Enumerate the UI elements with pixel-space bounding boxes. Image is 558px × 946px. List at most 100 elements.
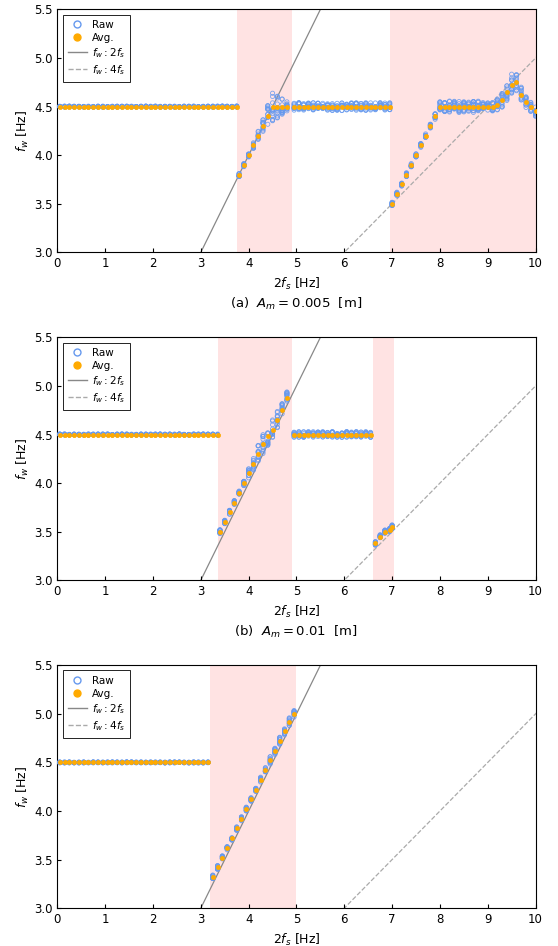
Point xyxy=(459,99,468,114)
Point xyxy=(170,427,179,442)
Point xyxy=(440,96,449,111)
Point xyxy=(247,792,256,807)
Point xyxy=(89,99,98,114)
Point xyxy=(362,429,371,444)
Point xyxy=(137,755,146,770)
Point xyxy=(295,429,304,444)
Point xyxy=(278,106,287,121)
Point xyxy=(127,99,136,114)
Point xyxy=(278,105,287,120)
Point xyxy=(180,427,189,442)
Point xyxy=(180,98,189,114)
Point xyxy=(161,99,170,114)
Point xyxy=(65,427,74,442)
Point xyxy=(94,98,103,114)
Point xyxy=(122,427,131,442)
Point xyxy=(333,100,341,115)
Point xyxy=(271,742,280,757)
Point xyxy=(146,98,155,114)
Point xyxy=(70,99,79,114)
Point xyxy=(113,755,122,770)
Point xyxy=(347,429,356,445)
Point xyxy=(371,99,380,114)
Point xyxy=(165,755,174,770)
Point xyxy=(431,112,440,127)
Point xyxy=(94,755,103,770)
Point xyxy=(223,840,232,855)
Point xyxy=(146,98,155,114)
Point xyxy=(223,99,232,114)
Point xyxy=(278,401,287,416)
Point xyxy=(371,100,380,115)
Point xyxy=(146,427,155,442)
Point xyxy=(199,754,208,769)
Point xyxy=(282,97,291,113)
Point xyxy=(117,98,126,114)
Point xyxy=(215,526,224,541)
Point xyxy=(218,850,227,866)
Point xyxy=(397,176,406,191)
Point xyxy=(333,427,341,442)
Point xyxy=(328,427,337,442)
Point xyxy=(113,99,122,114)
Point xyxy=(502,86,511,101)
Point xyxy=(254,128,263,143)
Point xyxy=(261,762,270,778)
Point xyxy=(127,755,136,770)
Point xyxy=(89,427,98,442)
Point xyxy=(232,99,241,114)
Point xyxy=(309,428,318,443)
Point xyxy=(79,99,88,114)
Point xyxy=(234,166,243,182)
Point xyxy=(309,97,318,113)
Point xyxy=(388,519,397,534)
Point xyxy=(113,98,122,114)
Point xyxy=(94,755,103,770)
Point xyxy=(108,98,117,114)
Point xyxy=(60,99,69,114)
Point xyxy=(464,96,473,111)
Point xyxy=(213,428,222,443)
Point xyxy=(156,99,165,114)
Point xyxy=(338,426,347,441)
Point xyxy=(352,100,360,115)
Point xyxy=(347,96,356,112)
Point xyxy=(280,724,289,739)
Point xyxy=(189,427,198,442)
Point xyxy=(392,186,401,201)
Point xyxy=(376,529,384,544)
Point xyxy=(362,427,371,442)
Point xyxy=(55,755,64,770)
Point xyxy=(127,99,136,114)
Point xyxy=(65,98,74,114)
Point xyxy=(184,428,193,443)
Point xyxy=(113,755,122,770)
Point xyxy=(98,755,107,770)
Point xyxy=(141,755,150,770)
Point xyxy=(127,428,136,443)
Point xyxy=(249,140,258,155)
Point xyxy=(94,427,103,442)
Point xyxy=(175,99,184,114)
Point xyxy=(338,426,347,441)
Point xyxy=(151,427,160,442)
Point xyxy=(357,426,365,441)
Point xyxy=(84,755,93,770)
Point xyxy=(263,436,272,451)
Point xyxy=(132,99,141,114)
Point xyxy=(371,99,380,114)
Point xyxy=(280,721,289,736)
Point xyxy=(228,99,237,114)
Point xyxy=(220,516,229,531)
Point xyxy=(352,103,360,118)
Point xyxy=(459,99,468,114)
Point xyxy=(392,187,401,202)
Point xyxy=(479,99,488,114)
Point xyxy=(249,457,258,472)
Point xyxy=(333,96,341,111)
Point xyxy=(103,427,112,442)
Point xyxy=(268,106,277,121)
Point xyxy=(385,523,394,538)
Point xyxy=(204,427,213,442)
Point xyxy=(450,96,459,111)
